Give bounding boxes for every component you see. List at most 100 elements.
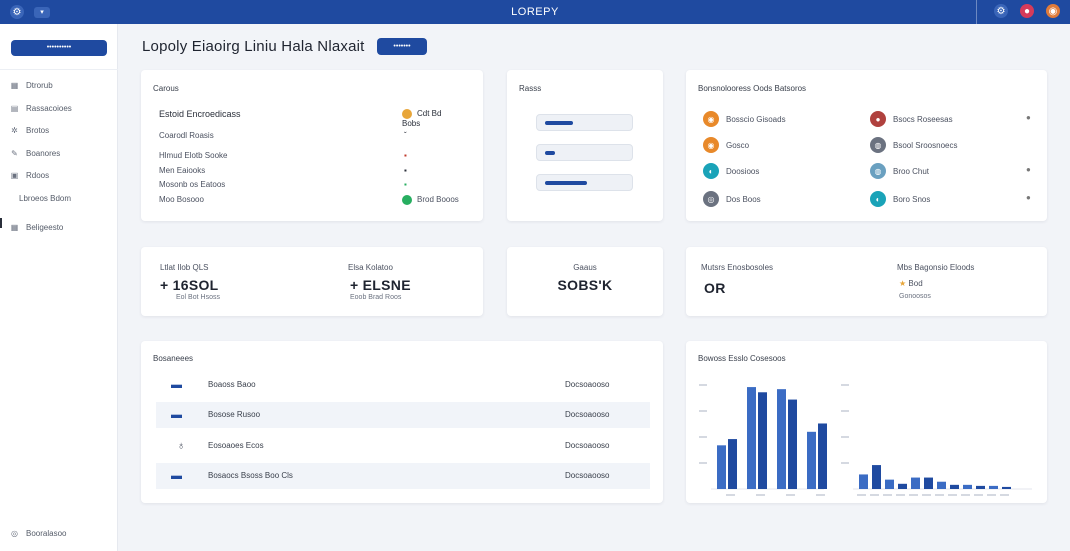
status-dot-icon <box>402 195 412 205</box>
list-item-value: Docsoaooso <box>565 471 610 480</box>
more-icon[interactable]: ● <box>1026 165 1031 174</box>
more-icon[interactable]: ● <box>1026 193 1031 202</box>
chart-card: Bowoss Esslo Cosesoos <box>686 341 1047 503</box>
progress-fill <box>545 151 555 155</box>
sidebar-primary-button[interactable]: •••••••••• <box>11 40 107 56</box>
list-item-label: Boaoss Baoo <box>208 380 256 389</box>
grid-icon: ▦ <box>10 81 19 90</box>
alert-icon[interactable]: ● <box>1020 4 1034 18</box>
contact-item[interactable]: ◍ Bsool Sroosnoecs <box>870 137 957 153</box>
list-item[interactable]: ▬ Bosose Rusoo Docsoaooso <box>156 402 650 428</box>
stat-value-text: Bod <box>908 279 923 288</box>
contact-item[interactable]: ◉ Gosco <box>703 137 749 153</box>
list-item-label: Bosose Rusoo <box>208 410 261 419</box>
help-icon: ◎ <box>11 529 18 538</box>
status-dot-icon <box>402 109 412 119</box>
chart-bar[interactable] <box>976 485 985 489</box>
x-tick-mark <box>857 494 866 496</box>
chart-bar[interactable] <box>818 423 827 489</box>
overview-row: Men Eaiooks ▪ <box>159 166 459 175</box>
chart-bar[interactable] <box>911 477 920 489</box>
progress-field-2[interactable] <box>536 144 633 161</box>
contact-item[interactable]: ◉ Bosscio Gisoads <box>703 111 786 127</box>
stat-label: Mbs Bagonsio Eloods <box>897 263 975 272</box>
chart-bar[interactable] <box>777 389 786 489</box>
overview-row: Coarodl Roasis ˇ <box>159 131 459 140</box>
chart-bar[interactable] <box>937 481 946 489</box>
chart-bar[interactable] <box>788 399 797 489</box>
list-item-value: Docsoaooso <box>565 441 610 450</box>
star-icon: ★ <box>899 279 909 288</box>
sidebar-item-4[interactable]: ✎ Boanores <box>10 149 60 158</box>
chart-bar[interactable] <box>747 387 756 489</box>
stat-label: Mutsrs Enosbosoles <box>701 263 774 272</box>
list-item-value: Docsoaooso <box>565 380 610 389</box>
row-value: Cdt Bd Bobs <box>402 109 459 128</box>
avatar: ◉ <box>703 111 719 127</box>
x-tick-mark <box>987 494 996 496</box>
chart-bar[interactable] <box>963 484 972 489</box>
y-tick-mark <box>699 410 707 412</box>
sidebar-item-6[interactable]: Lbroeos Bdom <box>19 194 71 203</box>
chat-icon[interactable]: ▾ <box>34 6 50 18</box>
stat-value: SOBS'K <box>557 277 613 293</box>
x-tick-mark <box>974 494 983 496</box>
contact-item[interactable]: ◍ Broo Chut <box>870 163 929 179</box>
chart-bar[interactable] <box>950 484 959 489</box>
sidebar-item-2[interactable]: ▤ Rassacoioes <box>10 104 72 113</box>
user-icon: ✎ <box>11 149 18 158</box>
sidebar-item-label: Rdoos <box>26 171 50 180</box>
more-icon[interactable]: ● <box>1026 113 1031 122</box>
x-tick-mark <box>896 494 905 496</box>
sidebar-footer[interactable]: ◎ Booralasoo <box>10 529 66 538</box>
chart-bar[interactable] <box>717 445 726 489</box>
stats-card-3: Mutsrs Enosbosoles OR Mbs Bagonsio Elood… <box>686 247 1047 316</box>
fields-card: Rasss <box>507 70 663 221</box>
row-marker-icon: ▪ <box>404 166 407 175</box>
x-tick-mark <box>756 494 765 496</box>
card-heading: Bosaneees <box>153 354 194 363</box>
sidebar-item-3[interactable]: ✲ Brotos <box>10 126 49 135</box>
avatar: ◎ <box>703 191 719 207</box>
chart-bar[interactable] <box>728 439 737 489</box>
row-value-text: Cdt Bd Bobs <box>402 109 442 128</box>
contact-item[interactable]: ◐ Boro Snos <box>870 191 930 207</box>
stat-sub: Gonoosos <box>899 293 931 300</box>
contact-label: Bsool Sroosnoecs <box>893 140 958 150</box>
tool-icon: ♁ <box>177 440 186 452</box>
progress-field-1[interactable] <box>536 114 633 131</box>
x-tick-mark <box>816 494 825 496</box>
contact-item[interactable]: ◎ Dos Boos <box>703 191 761 207</box>
list-item[interactable]: ♁ Eosoaoes Ecos Docsoaooso <box>156 433 650 459</box>
contact-item[interactable]: ◐ Doosioos <box>703 163 759 179</box>
chart-bar[interactable] <box>989 485 998 489</box>
chart-bar[interactable] <box>859 474 868 489</box>
chart-bar[interactable] <box>885 479 894 489</box>
settings-icon[interactable]: ⚙ <box>10 5 24 19</box>
bar-chart <box>699 384 1032 496</box>
chart-bar[interactable] <box>924 477 933 489</box>
sidebar-item-7[interactable]: ▦ Beligeesto <box>10 223 64 232</box>
list-icon: ▤ <box>10 104 19 113</box>
chart-bar[interactable] <box>807 431 816 489</box>
avatar: ◐ <box>870 191 886 207</box>
contact-item[interactable]: ● Bsocs Roseesas <box>870 111 953 127</box>
card-heading: Carous <box>153 84 179 93</box>
chart-bar[interactable] <box>898 483 907 489</box>
list-item[interactable]: ▬ Boaoss Baoo Docsoaooso <box>156 372 650 398</box>
x-tick-mark <box>948 494 957 496</box>
progress-field-3[interactable] <box>536 174 633 191</box>
chart-bar[interactable] <box>872 465 881 489</box>
overview-row: Hlmud Elotb Sooke ▪ <box>159 151 459 160</box>
title-badge[interactable]: ••••••• <box>377 38 427 55</box>
chart-bar[interactable] <box>758 392 767 489</box>
sidebar-item-5[interactable]: ▣ Rdoos <box>10 171 49 180</box>
avatar-icon[interactable]: ◉ <box>1046 4 1060 18</box>
sidebar-item-1[interactable]: ▦ Dtrorub <box>10 81 53 90</box>
chart-bar[interactable] <box>1002 486 1011 489</box>
list-item[interactable]: ▬ Bosaocs Bsoss Boo Cls Docsoaooso <box>156 463 650 489</box>
x-tick-mark <box>883 494 892 496</box>
topbar-divider <box>976 0 977 24</box>
contact-label: Doosioos <box>726 166 760 176</box>
settings-icon[interactable]: ⚙ <box>994 4 1008 18</box>
